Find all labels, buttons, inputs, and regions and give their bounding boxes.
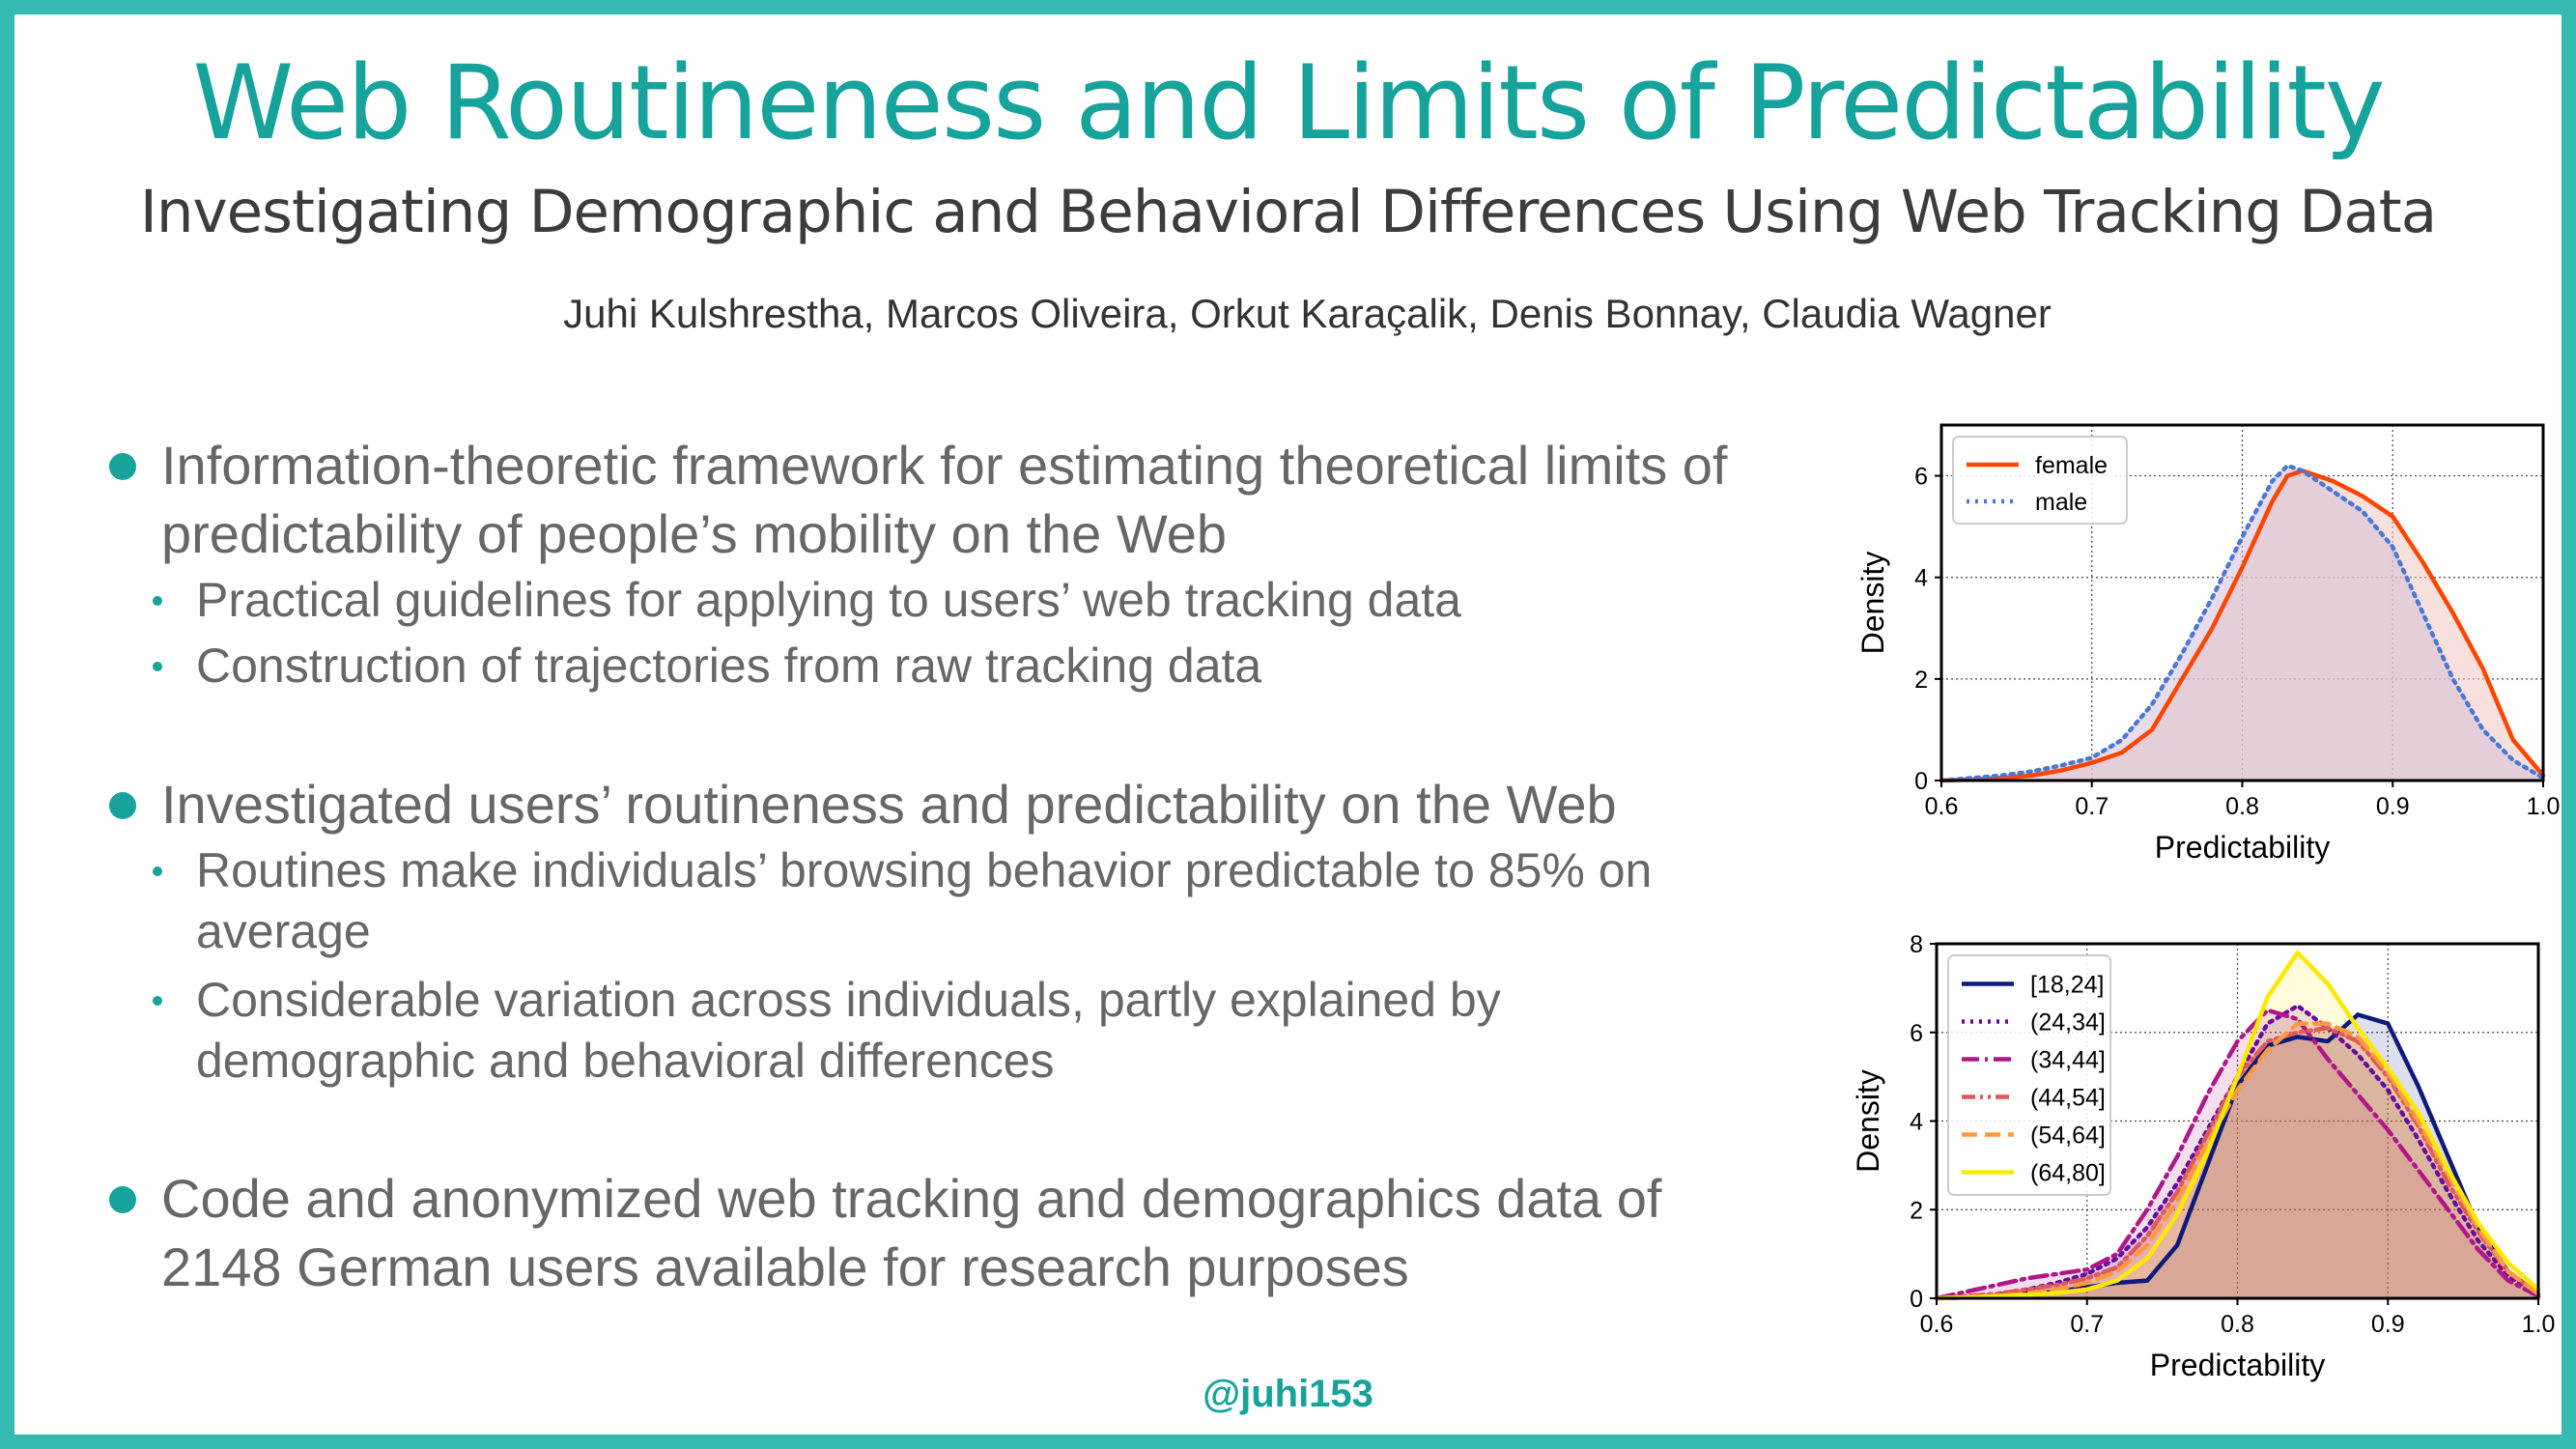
slide-subtitle: Investigating Demographic and Behavioral… bbox=[139, 178, 2437, 246]
y-axis-label: Density bbox=[1851, 1069, 1885, 1173]
x-tick-label: 0.8 bbox=[2225, 793, 2259, 820]
y-tick-label: 2 bbox=[1910, 1197, 1923, 1224]
series-area bbox=[1937, 1028, 2538, 1298]
legend-box bbox=[1952, 436, 2128, 525]
y-tick-label: 2 bbox=[1914, 667, 1928, 694]
legend-label: male bbox=[2035, 489, 2087, 516]
y-tick-label: 0 bbox=[1910, 1286, 1923, 1313]
legend: female male bbox=[1952, 436, 2128, 525]
bullet-text: 2148 German users available for research… bbox=[161, 1236, 1409, 1297]
y-tick-label: 4 bbox=[1910, 1109, 1923, 1136]
x-tick-label: 0.6 bbox=[1925, 793, 1959, 820]
y-tick-label: 6 bbox=[1914, 464, 1928, 491]
legend-label: (24,34] bbox=[2030, 1009, 2106, 1037]
sub-bullet-text: Routines make individuals’ browsing beha… bbox=[196, 843, 1653, 897]
x-tick-label: 1.0 bbox=[2522, 1311, 2556, 1338]
series-area bbox=[1937, 1014, 2538, 1298]
twitter-handle: @juhi153 bbox=[1203, 1373, 1373, 1415]
author-list: Juhi Kulshrestha, Marcos Oliveira, Orkut… bbox=[563, 291, 2052, 336]
x-tick-label: 0.7 bbox=[2070, 1311, 2104, 1338]
bullet-dot bbox=[109, 1186, 136, 1213]
sub-bullet-text: demographic and behavioral differences bbox=[196, 1034, 1055, 1088]
legend-label: [18,24] bbox=[2030, 972, 2104, 999]
series-area bbox=[1937, 952, 2538, 1298]
series-area bbox=[1937, 1006, 2538, 1298]
series-line bbox=[1939, 469, 2546, 783]
bullet-text: Investigated users’ routineness and pred… bbox=[161, 774, 1617, 835]
sub-bullet-text: Considerable variation across individual… bbox=[196, 973, 1501, 1027]
legend-label: (54,64] bbox=[2030, 1122, 2106, 1150]
sub-bullet-dot bbox=[153, 596, 162, 606]
legend-label: (44,54] bbox=[2030, 1085, 2106, 1112]
series-area bbox=[1937, 1009, 2538, 1298]
legend-label: female bbox=[2035, 452, 2108, 479]
x-axis-label: Predictability bbox=[2150, 1348, 2325, 1382]
sub-bullet-text: average bbox=[196, 904, 371, 958]
series-area bbox=[1941, 466, 2543, 781]
bullet-dot bbox=[109, 792, 136, 819]
sub-bullet-dot bbox=[153, 662, 162, 671]
x-tick-label: 0.9 bbox=[2371, 1311, 2405, 1338]
y-tick-label: 8 bbox=[1910, 931, 1923, 958]
series-line bbox=[1939, 463, 2546, 783]
y-tick-label: 0 bbox=[1914, 768, 1928, 795]
chart-age-predictability: 0.6 0.7 0.8 0.9 1.0 0 2 4 6 8 Predictability Densit… bbox=[1851, 931, 2556, 1382]
series-line bbox=[1934, 950, 2541, 1301]
x-tick-label: 0.9 bbox=[2376, 793, 2410, 820]
sub-bullet-dot bbox=[153, 867, 162, 876]
chart-gender-predictability: 0.6 0.7 0.8 0.9 1.0 0 2 4 6 Predictability Density… bbox=[1855, 423, 2561, 865]
bullet-dot bbox=[109, 453, 136, 480]
legend: [18,24] (24,34] (34,44] (44,54] (54,64] (64,8… bbox=[1947, 954, 2111, 1196]
y-axis-label: Density bbox=[1855, 552, 1890, 655]
bullet-text: predictability of people’s mobility on t… bbox=[161, 503, 1227, 564]
series-line bbox=[1934, 1008, 2541, 1301]
slide-title: Web Routineness and Limits of Predictabi… bbox=[192, 43, 2385, 162]
y-tick-label: 4 bbox=[1914, 565, 1928, 592]
sub-bullet-text: Practical guidelines for applying to use… bbox=[196, 573, 1461, 627]
x-tick-label: 1.0 bbox=[2527, 793, 2561, 820]
sub-bullet-dot bbox=[153, 996, 162, 1006]
legend-label: (34,44] bbox=[2030, 1047, 2106, 1074]
legend-label: (64,80] bbox=[2030, 1160, 2106, 1187]
x-axis-label: Predictability bbox=[2155, 830, 2330, 865]
x-tick-label: 0.7 bbox=[2075, 793, 2109, 820]
y-tick-label: 6 bbox=[1910, 1020, 1923, 1047]
bullet-text: Information-theoretic framework for esti… bbox=[161, 435, 1728, 496]
x-tick-label: 0.8 bbox=[2221, 1311, 2254, 1338]
sub-bullet-text: Construction of trajectories from raw tr… bbox=[196, 639, 1262, 693]
bullet-text: Code and anonymized web tracking and dem… bbox=[161, 1168, 1662, 1229]
x-tick-label: 0.6 bbox=[1920, 1311, 1954, 1338]
series-line bbox=[1934, 1003, 2541, 1301]
